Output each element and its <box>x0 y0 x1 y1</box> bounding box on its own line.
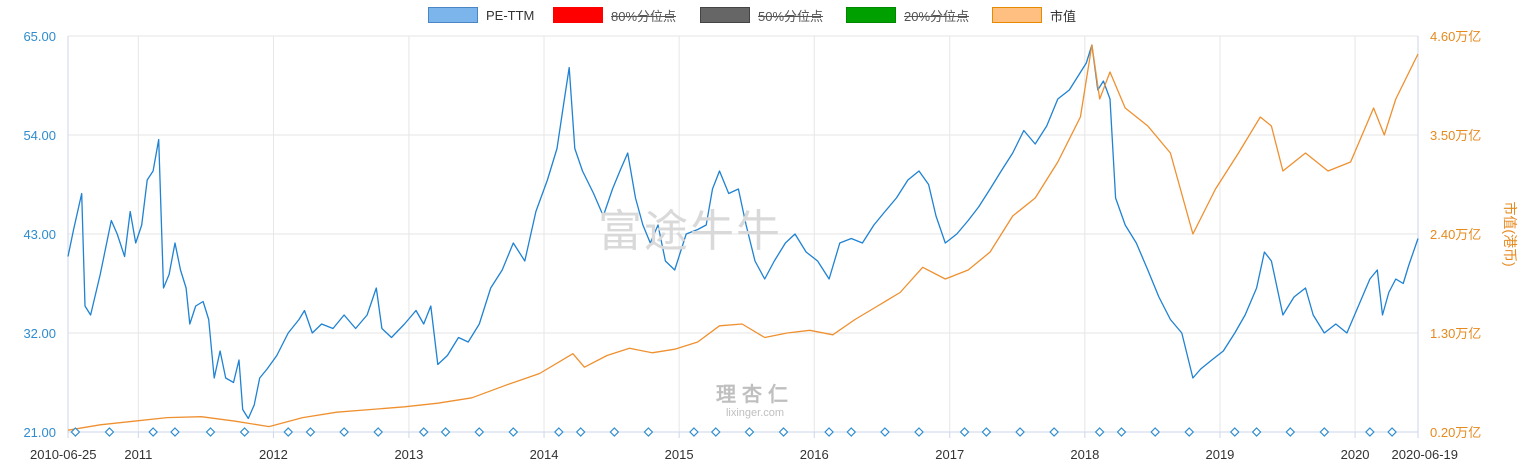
x-tick-label: 2011 <box>124 447 152 462</box>
event-marker-diamond <box>609 427 620 437</box>
event-marker-diamond <box>1229 427 1240 437</box>
event-marker-diamond <box>440 427 451 437</box>
event-marker-diamond <box>474 427 485 437</box>
y-right-tick-label: 3.50万亿 <box>1430 128 1481 143</box>
legend-label: 50%分位点 <box>758 8 824 24</box>
event-marker-diamond <box>104 427 115 437</box>
event-marker-diamond <box>170 427 180 437</box>
event-marker-diamond <box>1387 427 1397 437</box>
watermark-brand: 富途牛牛 <box>598 207 782 256</box>
legend-item-20pct[interactable]: 20%分位点 <box>846 5 969 25</box>
y-left-tick-label: 21.00 <box>23 425 56 440</box>
legend-label: 80%分位点 <box>611 8 677 24</box>
event-marker-diamond <box>880 427 890 437</box>
event-marker-diamond <box>1150 427 1161 437</box>
market-cap-line <box>67 44 1419 431</box>
watermark-logo-cn: 理杏仁 <box>716 384 794 406</box>
event-marker-diamond <box>744 427 755 437</box>
event-marker-diamond <box>575 427 586 437</box>
event-marker-diamond <box>959 427 970 437</box>
event-marker-diamond <box>1015 427 1025 437</box>
event-marker-diamond <box>1049 427 1059 437</box>
event-marker-diamond <box>70 427 81 437</box>
event-marker-diamond <box>418 427 429 437</box>
event-marker-diamond <box>339 427 349 437</box>
y-left-tick-label: 65.00 <box>23 29 56 44</box>
y-right-axis-title: 市值(港币) <box>1502 201 1518 266</box>
x-tick-label: 2016 <box>800 447 829 462</box>
legend-swatch-pe-ttm <box>428 7 478 23</box>
event-marker-diamond <box>914 427 924 437</box>
x-tick-label: 2014 <box>530 447 559 462</box>
event-marker-diamond <box>205 427 216 437</box>
event-markers <box>70 427 1397 437</box>
x-tick-label: 2015 <box>665 447 694 462</box>
event-marker-diamond <box>1319 427 1330 437</box>
event-marker-diamond <box>1094 427 1105 437</box>
x-tick-label: 2020 <box>1341 447 1370 462</box>
event-marker-diamond <box>1285 427 1296 437</box>
x-tick-label: 2013 <box>394 447 423 462</box>
event-marker-diamond <box>981 427 992 437</box>
legend-label: PE-TTM <box>486 7 535 23</box>
y-right-tick-label: 0.20万亿 <box>1430 425 1481 440</box>
legend-item-pe-ttm[interactable]: PE-TTM <box>428 5 534 25</box>
y-right-tick-label: 4.60万亿 <box>1430 29 1481 44</box>
legend-label: 20%分位点 <box>904 8 970 24</box>
pe-ttm-line <box>67 44 1419 420</box>
legend-item-market-cap[interactable]: 市值 <box>992 5 1076 25</box>
axes: 21.00 0.20万亿 32.00 1.30万亿 43.00 2.40万亿 54.00 3.… <box>23 29 1518 462</box>
y-right-tick-label: 1.30万亿 <box>1430 326 1481 341</box>
x-tick-label: 2010-06-25 <box>30 447 97 462</box>
event-marker-diamond <box>1184 427 1195 437</box>
legend-swatch-80pct <box>553 7 603 23</box>
y-left-tick-label: 32.00 <box>23 326 56 341</box>
legend-swatch-20pct <box>846 7 896 23</box>
event-marker-diamond <box>283 427 294 437</box>
event-marker-diamond <box>1251 427 1262 437</box>
event-marker-diamond <box>148 427 158 437</box>
legend-swatch-market-cap <box>992 7 1042 23</box>
event-marker-diamond <box>778 427 789 437</box>
event-marker-diamond <box>305 427 316 437</box>
legend-label: 市值 <box>1050 8 1077 24</box>
x-tick-label: 2018 <box>1070 447 1099 462</box>
grid-lines <box>68 35 1418 433</box>
event-marker-diamond <box>1116 427 1127 437</box>
y-right-tick-label: 2.40万亿 <box>1430 227 1481 242</box>
x-tick-label: 2019 <box>1205 447 1234 462</box>
event-marker-diamond <box>553 427 564 437</box>
series-lines <box>67 44 1419 431</box>
y-left-tick-label: 54.00 <box>23 128 56 143</box>
event-marker-diamond <box>508 427 519 437</box>
event-marker-diamond <box>846 427 857 437</box>
x-tick-label: 2017 <box>935 447 964 462</box>
event-marker-diamond <box>824 427 834 437</box>
legend-item-80pct[interactable]: 80%分位点 <box>553 5 676 25</box>
event-marker-diamond <box>1365 427 1375 437</box>
event-marker-diamond <box>239 427 250 437</box>
legend-swatch-50pct <box>700 7 750 23</box>
watermark-logo-url: lixinger.com <box>725 407 785 419</box>
x-tick-label: 2012 <box>259 447 288 462</box>
event-marker-diamond <box>373 427 384 437</box>
event-marker-diamond <box>689 427 699 437</box>
event-marker-diamond <box>643 427 654 437</box>
chart-legend: PE-TTM 80%分位点 50%分位点 20%分位点 市值 <box>0 5 1524 25</box>
event-marker-diamond <box>710 427 721 437</box>
y-left-tick-label: 43.00 <box>23 227 56 242</box>
watermark-logo: 理杏仁 lixinger.com <box>690 378 820 419</box>
x-tick-label: 2020-06-19 <box>1392 447 1459 462</box>
legend-item-50pct[interactable]: 50%分位点 <box>700 5 823 25</box>
